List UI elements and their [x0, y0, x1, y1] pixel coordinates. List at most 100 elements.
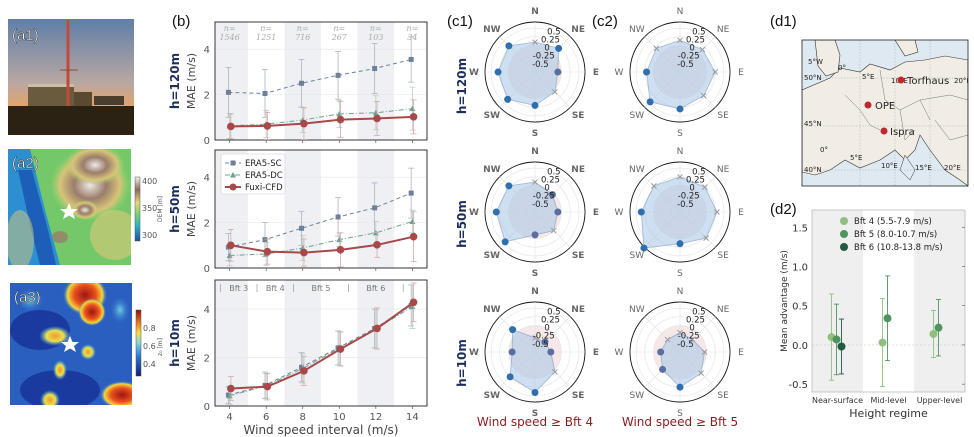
direction-label: N	[531, 147, 539, 157]
series-fuxi-cfd	[227, 99, 418, 140]
axes-frame	[214, 21, 428, 141]
direction-label: NW	[629, 305, 645, 315]
direction-label: SW	[630, 391, 645, 401]
radar-x-marker	[664, 336, 671, 343]
direction-label: N	[677, 287, 684, 297]
radial-tick-label: -0.25	[533, 332, 555, 342]
data-point	[335, 214, 341, 220]
x-axis-label: Height regime	[849, 407, 928, 420]
sample-count-label: n=	[406, 24, 418, 33]
radial-tick-label: -0.25	[678, 332, 700, 342]
direction-label: NE	[717, 305, 730, 315]
radar-x-marker	[653, 45, 660, 52]
radar-x-marker	[689, 336, 696, 343]
radar-x-marker	[677, 329, 683, 336]
height-label-120m-c: h=120m	[455, 58, 469, 114]
direction-label: NE	[571, 305, 585, 315]
star-icon	[61, 336, 79, 352]
z0-tick-08: 0.8	[143, 324, 156, 333]
y-tick-label: 2	[204, 219, 210, 230]
direction-label: S	[532, 269, 538, 279]
radial-tick-label: 0	[544, 324, 549, 334]
map-label-40n: 40°N	[804, 166, 822, 174]
direction-label: S	[532, 409, 538, 419]
data-point	[372, 66, 378, 72]
direction-label: SE	[572, 111, 585, 121]
radial-tick-label: 0.25	[541, 315, 560, 325]
series-fuxi-cfd	[227, 211, 418, 268]
data-point	[373, 241, 381, 249]
radar-bft4-h-120m: N NE E SE S SW W NW 0.50.250-0.25-0.5	[469, 7, 599, 139]
site-photo	[8, 19, 134, 135]
data-point	[225, 89, 231, 95]
legend-label: ERA5-DC	[245, 171, 283, 181]
site-marker-icon	[880, 127, 888, 135]
radar-point	[541, 338, 549, 346]
map-label-20e-bot: 20°E	[944, 164, 961, 172]
z0-tick-06: 0.6	[143, 342, 156, 351]
data-point	[227, 384, 235, 393]
radar-point	[492, 208, 500, 216]
y-tick-label: 1.5	[792, 223, 808, 234]
radial-tick-label: -0.25	[678, 52, 700, 62]
radar-point	[676, 105, 684, 113]
radar-x-marker	[552, 89, 558, 95]
radar-point	[657, 348, 665, 356]
panel-label-b: (b)	[172, 13, 190, 30]
series-bft-6	[837, 318, 846, 375]
radar-point	[646, 98, 654, 106]
y-tick-label: 4	[204, 45, 210, 56]
series-line	[228, 192, 412, 248]
legend-label: ERA5-SC	[245, 159, 282, 169]
dem-map	[8, 149, 131, 265]
height-label: h=10m	[168, 319, 182, 367]
radar-point	[547, 348, 555, 356]
bft-band-label: Bft 6	[366, 284, 385, 293]
sample-count-label: n=	[224, 24, 236, 33]
radar-point	[640, 244, 648, 252]
map-site-torfhaus: Torfhaus	[897, 76, 949, 87]
direction-label: N	[531, 7, 539, 17]
radar-point	[506, 373, 514, 381]
data-point	[262, 90, 268, 96]
x-tick-label: Mid-level	[870, 396, 906, 405]
map-label-5w: 5°W	[808, 58, 823, 66]
direction-label: SE	[717, 111, 729, 121]
radar-x-marker	[677, 37, 683, 44]
sample-count-value: 103	[368, 33, 383, 42]
mean-advantage-chart: -0.5 0.0 0.5 1.0 1.5 Near-surface Mid-level Upp…	[780, 209, 966, 420]
data-point	[409, 113, 418, 121]
data-point	[409, 232, 418, 241]
map-label-45n: 45°N	[804, 120, 822, 128]
radial-tick-label: 0.25	[686, 175, 705, 185]
direction-label: S	[677, 269, 683, 279]
radar-x-marker	[702, 184, 708, 190]
radial-tick-label: 0	[689, 44, 694, 54]
legend-box	[220, 153, 286, 195]
radar-x-marker	[712, 69, 719, 75]
radar-point	[555, 44, 563, 52]
radial-tick-label: 0.5	[692, 27, 706, 37]
sample-count-value: 1546	[219, 33, 239, 42]
direction-label: E	[593, 208, 599, 218]
axes-frame	[214, 149, 428, 269]
direction-label: SE	[572, 391, 585, 401]
sample-count-label: n=	[333, 24, 345, 33]
radar-point	[554, 68, 562, 76]
data-point	[837, 342, 846, 351]
site-marker-icon	[897, 76, 905, 84]
radial-tick-label: 0	[544, 184, 549, 194]
radar-point	[505, 182, 513, 190]
bft-band	[284, 280, 321, 406]
map-frame	[801, 39, 969, 187]
radial-tick-label: 0.5	[692, 167, 706, 177]
bft-band-label: Bft 4	[266, 284, 285, 293]
data-point	[300, 248, 308, 257]
site-name: OPE	[875, 101, 895, 112]
radar-point	[676, 383, 684, 391]
data-point	[878, 338, 887, 347]
radar-point	[548, 191, 556, 199]
y-tick-label: 4	[204, 305, 210, 316]
direction-label: S	[532, 129, 538, 139]
direction-label: SW	[630, 251, 645, 261]
